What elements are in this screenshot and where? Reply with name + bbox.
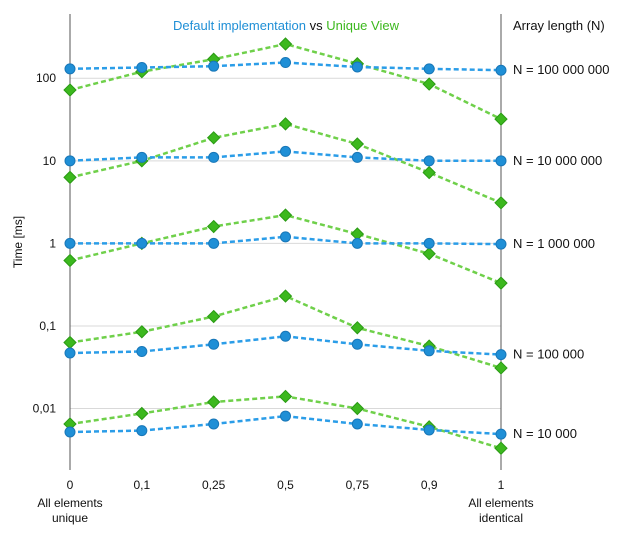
default-point	[280, 57, 291, 69]
default-point	[136, 61, 148, 73]
group-label: N = 1 000 000	[513, 236, 595, 251]
unique-view-point	[494, 441, 508, 455]
default-point	[280, 330, 291, 342]
default-point	[208, 338, 220, 350]
default-point	[423, 237, 435, 249]
unique-view-series-line	[69, 395, 502, 450]
x-right-label-line2: identical	[479, 511, 523, 525]
default-point	[351, 237, 363, 249]
y-tick-label: 100	[36, 71, 56, 85]
default-point	[64, 347, 76, 359]
default-point	[64, 63, 76, 75]
default-point	[495, 64, 507, 76]
default-point	[136, 151, 148, 163]
default-point	[423, 155, 435, 167]
series	[63, 37, 508, 455]
x-tick-label: 1	[498, 478, 505, 492]
default-point	[423, 63, 435, 75]
x-left-label-line1: All elements	[37, 496, 102, 510]
default-point	[208, 237, 220, 249]
default-point	[423, 345, 435, 357]
unique-view-point	[494, 196, 508, 210]
x-tick-label: 0,9	[421, 478, 438, 492]
y-tick-labels: 0,01 0,1 1 10 100	[33, 71, 57, 415]
legend-title: Array length (N)	[513, 18, 605, 33]
default-point	[351, 418, 363, 430]
unique-view-point	[278, 289, 293, 303]
unique-view-point	[206, 395, 221, 409]
unique-view-point	[350, 137, 365, 151]
unique-view-point	[206, 309, 221, 324]
group-label: N = 100 000	[513, 347, 584, 362]
y-tick-label: 1	[49, 236, 56, 250]
default-point	[64, 237, 76, 249]
unique-view-point	[63, 170, 77, 185]
unique-view-point	[422, 165, 436, 180]
unique-view-series-line	[69, 42, 502, 121]
default-point	[208, 418, 220, 430]
x-right-label-line1: All elements	[468, 496, 533, 510]
unique-view-point	[494, 276, 508, 290]
x-left-label-line2: unique	[52, 511, 88, 525]
chart-title: Default implementation vs Unique View	[173, 18, 400, 33]
default-point	[495, 349, 507, 361]
unique-view-point	[206, 219, 221, 234]
unique-view-point	[494, 112, 508, 126]
unique-view-point	[206, 131, 221, 145]
unique-view-point	[278, 117, 293, 131]
unique-view-series-line	[69, 122, 502, 204]
default-point	[280, 145, 291, 157]
default-point	[64, 155, 76, 167]
x-tick-label: 0,1	[133, 478, 150, 492]
unique-view-point	[278, 208, 293, 222]
default-point	[423, 424, 435, 436]
unique-view-point	[278, 37, 293, 51]
default-point	[280, 410, 291, 422]
group-label: N = 10 000 000	[513, 153, 602, 168]
default-point	[64, 426, 76, 438]
unique-view-point	[135, 325, 149, 339]
default-point	[495, 238, 507, 250]
title-default-part: Default implementation	[173, 18, 306, 33]
default-point	[136, 346, 148, 358]
default-point	[351, 61, 363, 73]
group-label: N = 100 000 000	[513, 62, 610, 77]
default-point	[208, 151, 220, 163]
x-tick-labels: 0 0,1 0,25 0,5 0,75 0,9 1	[67, 478, 505, 492]
unique-view-point	[350, 401, 365, 416]
title-vs-part: vs	[306, 18, 326, 33]
default-point	[136, 425, 148, 437]
unique-view-point	[494, 361, 508, 375]
unique-view-point	[135, 406, 149, 421]
group-label: N = 10 000	[513, 426, 577, 441]
default-point	[208, 60, 220, 72]
unique-view-point	[63, 83, 77, 97]
x-tick-label: 0,25	[202, 478, 226, 492]
default-point	[495, 155, 507, 167]
default-point	[280, 231, 291, 243]
title-unique-view-part: Unique View	[326, 18, 399, 33]
unique-view-point	[422, 77, 436, 91]
default-point	[495, 428, 507, 440]
y-tick-label: 0,01	[33, 402, 57, 416]
x-tick-label: 0,75	[346, 478, 370, 492]
unique-view-point	[63, 335, 77, 350]
unique-view-point	[278, 389, 293, 404]
group-labels: N = 100 000 000 N = 10 000 000 N = 1 000 0…	[513, 62, 610, 441]
unique-view-point	[350, 321, 365, 335]
unique-view-series-line	[69, 213, 502, 285]
x-tick-label: 0	[67, 478, 74, 492]
default-point	[351, 338, 363, 350]
unique-view-point	[422, 246, 436, 261]
default-point	[351, 151, 363, 163]
x-tick-label: 0,5	[277, 478, 294, 492]
y-tick-label: 0,1	[39, 319, 56, 333]
y-tick-label: 10	[43, 154, 57, 168]
y-axis-label: Time [ms]	[11, 216, 25, 268]
unique-view-point	[63, 253, 77, 268]
default-point	[136, 237, 148, 249]
